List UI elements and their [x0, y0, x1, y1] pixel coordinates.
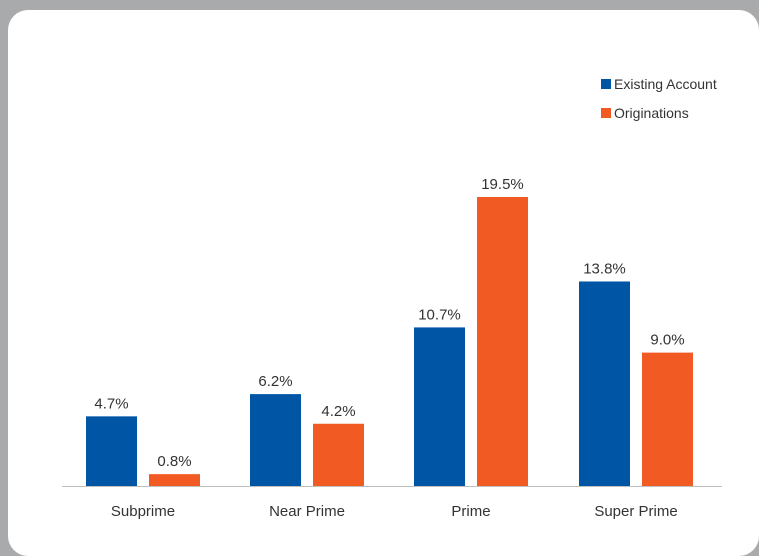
value-labels-group: 4.7% 0.8% 6.2% 4.2% 10.7% 19.5% 13.8% 9.0% — [94, 176, 684, 470]
value-label-prime-existing-account: 10.7% — [418, 306, 461, 323]
bar-super-prime-originations — [642, 352, 693, 486]
legend-swatch-existing-account — [601, 79, 611, 89]
bar-subprime-originations — [149, 474, 200, 486]
legend-label-originations: Originations — [614, 105, 689, 121]
legend-swatch-originations — [601, 108, 611, 118]
bar-near-prime-originations — [313, 423, 364, 486]
category-label-subprime: Subprime — [111, 503, 175, 520]
value-label-super-prime-originations: 9.0% — [650, 332, 684, 349]
bar-subprime-existing-account — [86, 416, 137, 486]
bars-group — [86, 197, 693, 486]
legend: Existing Account Originations — [601, 76, 717, 121]
bar-prime-originations — [477, 197, 528, 486]
value-label-near-prime-existing-account: 6.2% — [258, 373, 292, 390]
category-label-near-prime: Near Prime — [269, 503, 345, 520]
category-label-super-prime: Super Prime — [594, 503, 677, 520]
value-label-prime-originations: 19.5% — [481, 176, 524, 193]
value-label-super-prime-existing-account: 13.8% — [583, 260, 626, 277]
bar-super-prime-existing-account — [579, 281, 630, 486]
category-label-prime: Prime — [451, 503, 490, 520]
bar-near-prime-existing-account — [250, 394, 301, 486]
category-labels-group: Subprime Near Prime Prime Super Prime — [111, 503, 678, 520]
legend-label-existing-account: Existing Account — [614, 76, 717, 92]
bar-prime-existing-account — [414, 327, 465, 486]
value-label-near-prime-originations: 4.2% — [321, 403, 355, 420]
value-label-subprime-originations: 0.8% — [157, 453, 191, 470]
value-label-subprime-existing-account: 4.7% — [94, 395, 128, 412]
